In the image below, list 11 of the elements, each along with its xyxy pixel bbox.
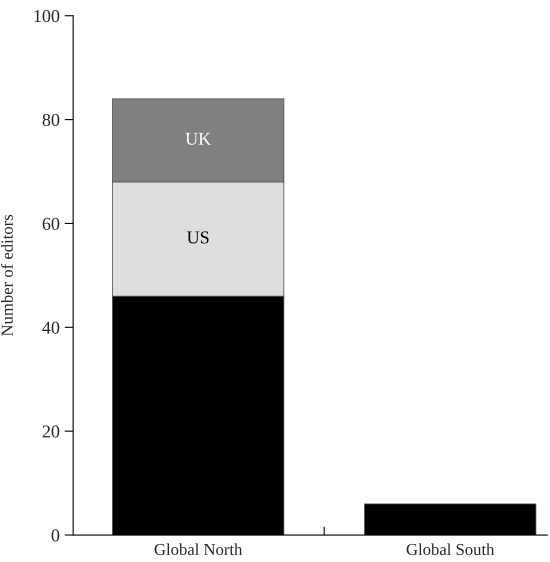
y-axis-title: Number of editors [0, 214, 13, 336]
y-tick-label: 100 [34, 10, 60, 22]
series-label: UK [186, 132, 212, 145]
y-tick-label: 0 [52, 529, 60, 542]
x-tick-label: Global South [406, 543, 494, 556]
x-tick-label: Global North [154, 543, 242, 556]
series-label: US [187, 231, 209, 244]
y-tick-label: 40 [42, 322, 60, 334]
y-tick-label: 20 [42, 425, 60, 438]
y-tick-label: 60 [42, 218, 60, 230]
y-tick-label: 80 [42, 114, 60, 126]
